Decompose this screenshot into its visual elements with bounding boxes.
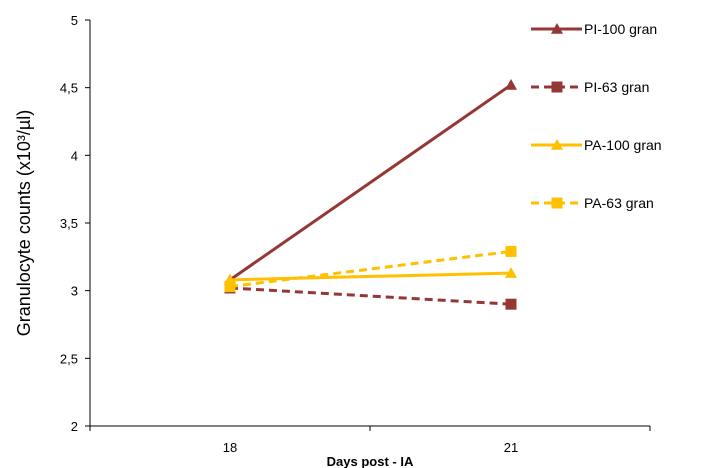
y-axis-label: Granulocyte counts (x10³/µl): [14, 110, 34, 336]
series-0: [224, 78, 517, 285]
y-tick-label: 4,5: [60, 81, 78, 96]
legend-marker: [551, 81, 563, 93]
x-tick-label: 18: [223, 440, 237, 455]
x-tick-label: 21: [504, 440, 518, 455]
series-line: [229, 83, 512, 282]
series-line: [229, 249, 512, 289]
x-axis-label: Days post - IA: [327, 454, 414, 468]
series-line: [229, 286, 512, 306]
legend-item: PA-63 gran: [531, 195, 654, 211]
y-tick-label: 2: [71, 419, 78, 434]
legend-item: PI-100 gran: [531, 21, 657, 37]
y-tick-label: 3: [71, 284, 78, 299]
series-1: [224, 282, 517, 310]
legend-label: PA-63 gran: [584, 195, 654, 211]
data-point: [505, 267, 517, 278]
data-point: [224, 281, 236, 293]
x-ticks: 18 21: [89, 426, 651, 455]
series-2: [224, 267, 517, 285]
legend-item: PA-100 gran: [531, 137, 662, 153]
y-ticks: 2 2,5 3 3,5 4 4,5 5: [60, 13, 90, 434]
legend-marker: [551, 139, 563, 150]
legend-marker: [551, 197, 563, 209]
legend-label: PI-100 gran: [584, 21, 657, 37]
series-3: [224, 245, 517, 293]
data-point: [505, 78, 517, 90]
axes: [89, 20, 650, 427]
data-point: [505, 298, 517, 310]
data-point: [505, 245, 517, 257]
legend-item: PI-63 gran: [531, 79, 649, 95]
y-tick-label: 3,5: [60, 216, 78, 231]
y-tick-label: 5: [71, 13, 78, 28]
y-tick-label: 2,5: [60, 351, 78, 366]
legend-label: PI-63 gran: [584, 79, 649, 95]
legend: PI-100 gran PI-63 gran PA-100 gran PA-63 gr…: [531, 21, 662, 211]
legend-label: PA-100 gran: [584, 137, 662, 153]
y-tick-label: 4: [71, 148, 78, 163]
series-layer: [224, 78, 517, 310]
series-line: [229, 271, 512, 282]
legend-marker: [551, 23, 563, 34]
